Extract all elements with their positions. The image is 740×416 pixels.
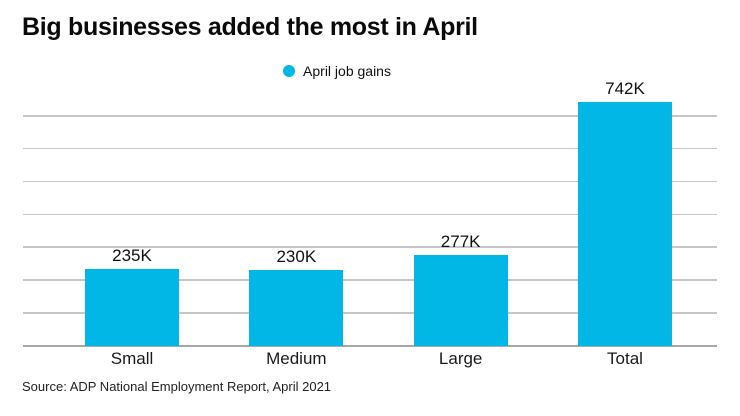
gridline: [23, 246, 717, 248]
bar-group-medium: 230K: [249, 247, 344, 346]
legend: April job gains: [0, 63, 707, 79]
bar-group-large: 277K: [413, 232, 508, 346]
x-axis-line: [23, 345, 717, 347]
gridline: [23, 213, 717, 216]
bar-value-label: 230K: [276, 247, 317, 267]
bar-value-label: 277K: [440, 232, 481, 251]
bar-value-label: 742K: [605, 79, 645, 99]
gridline: [23, 180, 717, 183]
bar-group-small: 235K: [85, 246, 179, 346]
bar-medium: [249, 270, 344, 346]
category-label-total: Total: [607, 349, 643, 368]
gridline: [23, 115, 717, 117]
gridline: [23, 312, 717, 314]
plot-area: 235K Small 230K Medium 277K Large 742K Total: [23, 79, 717, 368]
gridline: [23, 147, 717, 150]
bar-total: [578, 102, 672, 346]
bar-small: [85, 268, 179, 346]
bar-value-label: 235K: [112, 245, 152, 265]
category-label-small: Small: [110, 349, 154, 368]
chart-title: Big businesses added the most in April: [22, 13, 478, 41]
category-label-large: Large: [438, 349, 483, 368]
category-label-medium: Medium: [266, 349, 327, 368]
legend-label: April job gains: [303, 63, 391, 79]
bar-large: [413, 255, 508, 346]
source-note: Source: ADP National Employment Report, …: [22, 379, 332, 394]
bar-group-total: 742K: [578, 79, 672, 346]
legend-dot-icon: [283, 65, 296, 77]
gridline: [23, 279, 717, 281]
